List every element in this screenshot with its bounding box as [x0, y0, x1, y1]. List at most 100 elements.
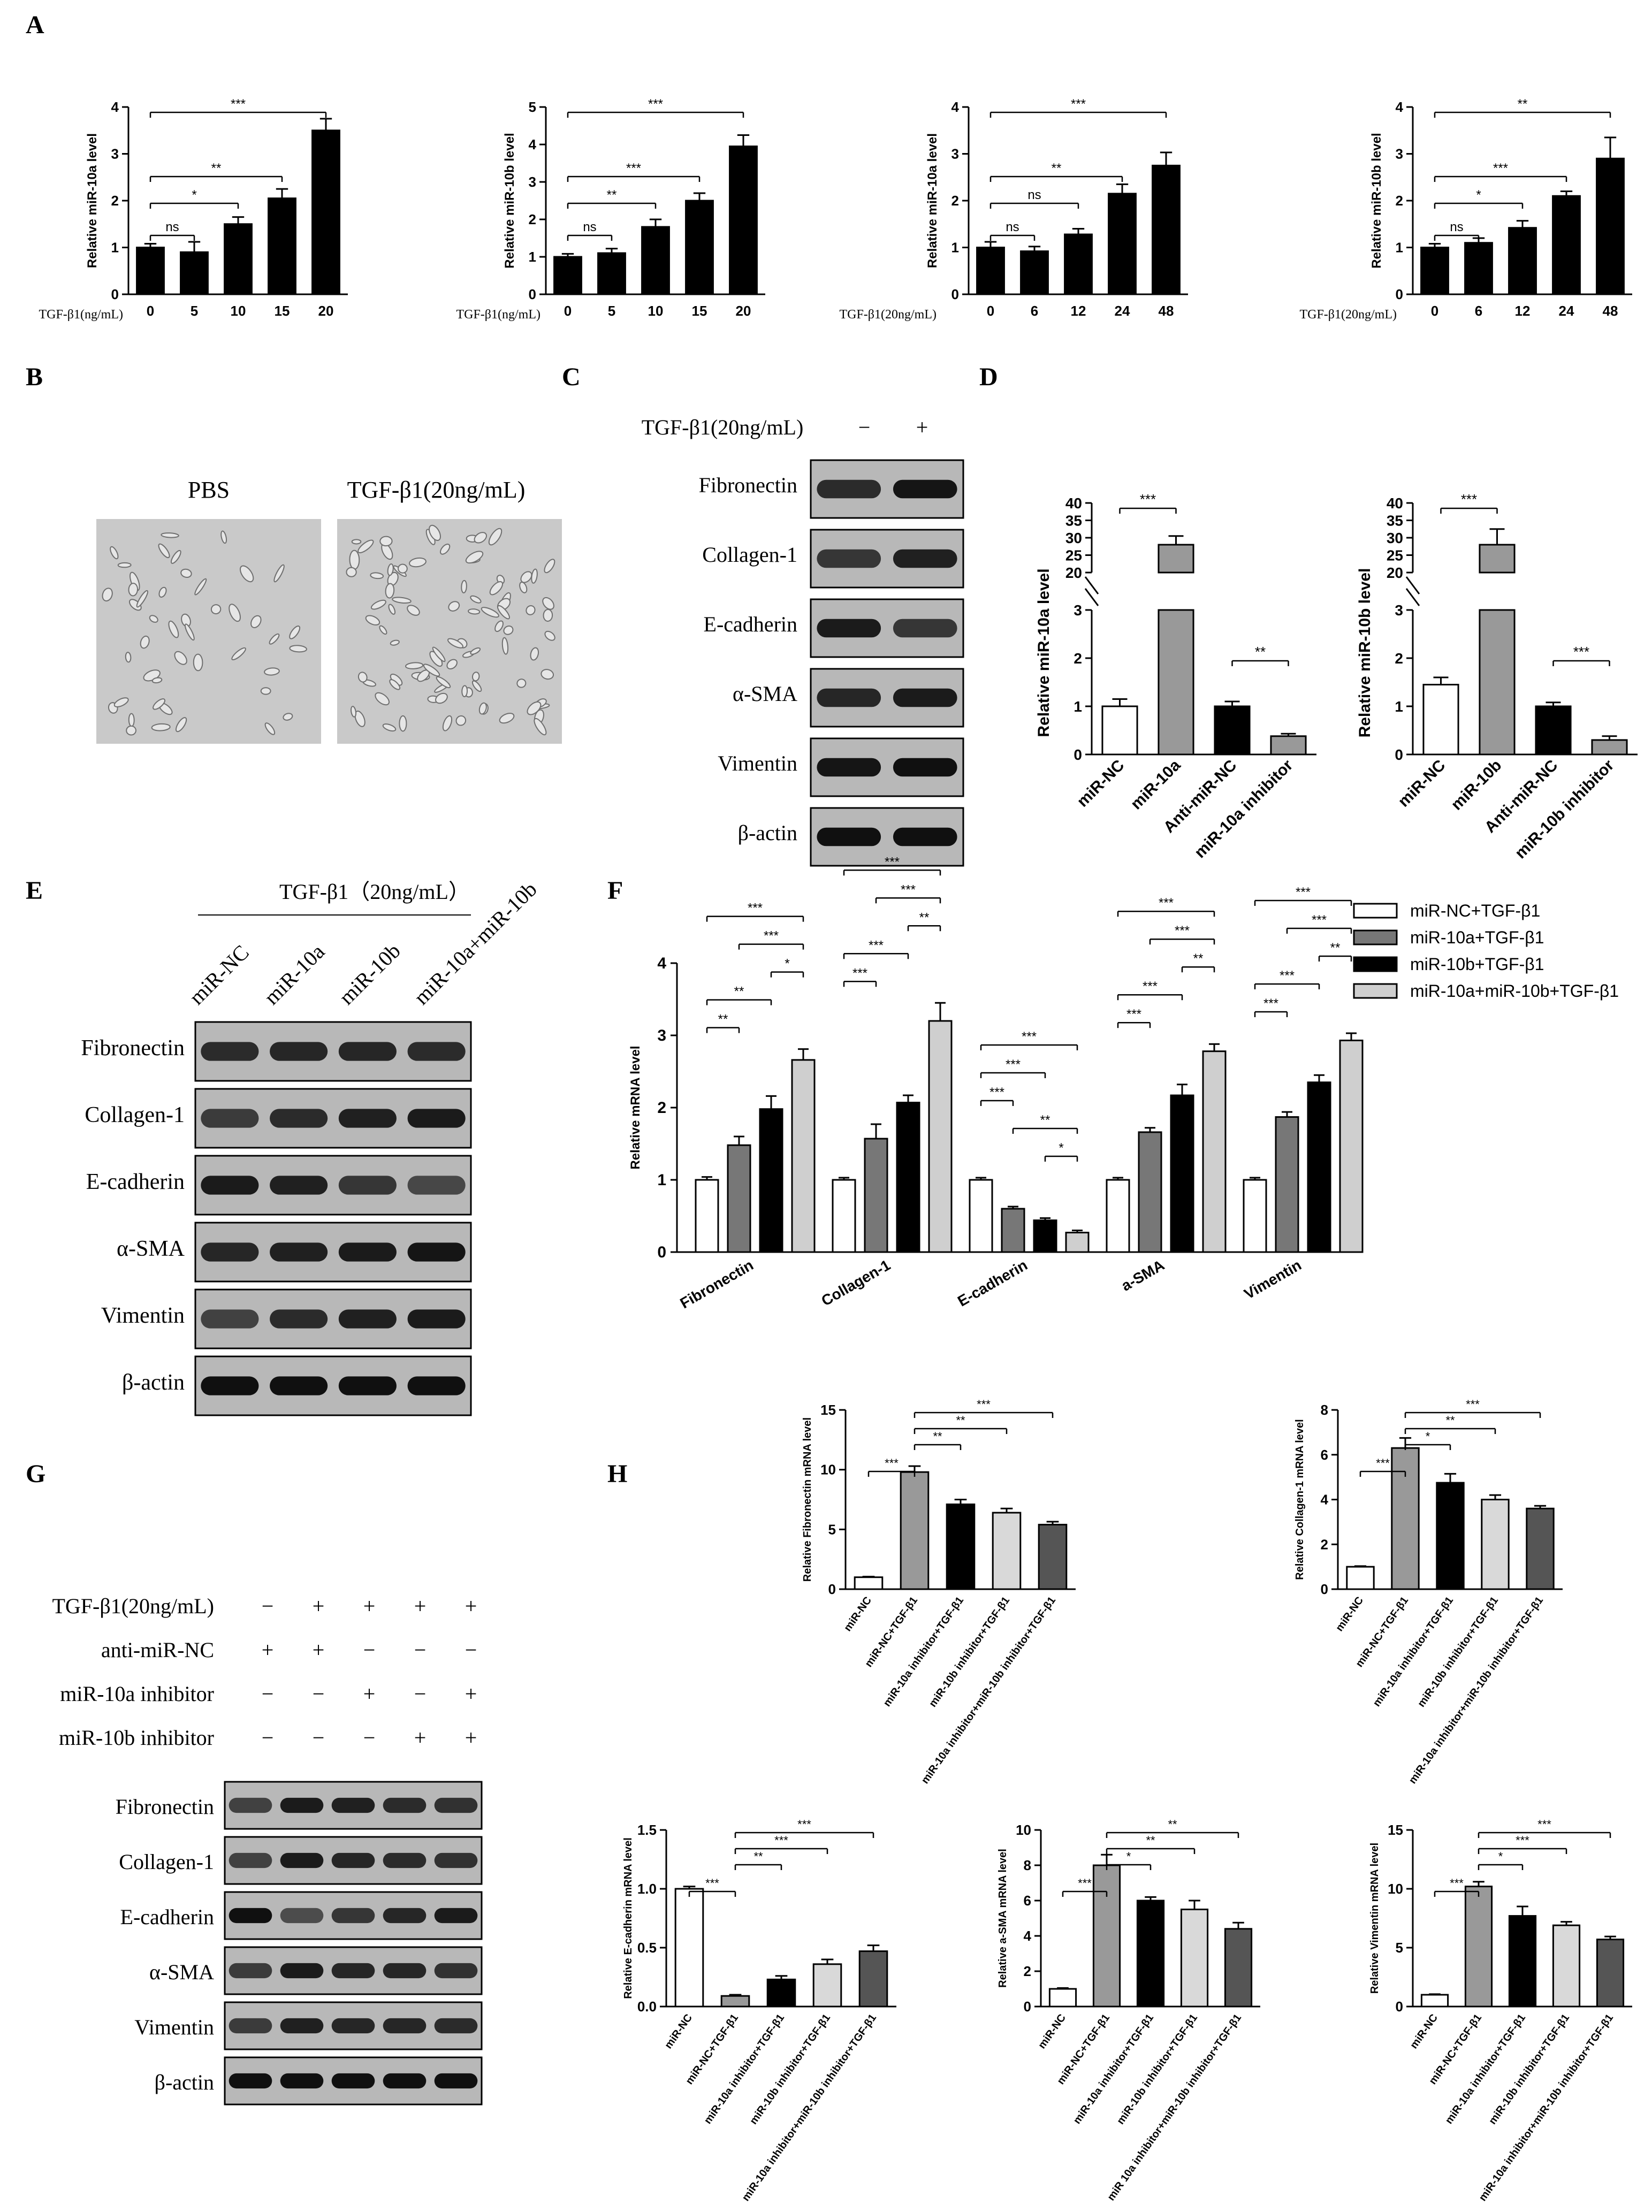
blot-band — [817, 827, 881, 846]
cell — [229, 604, 241, 622]
y-tick-label: 1 — [1396, 240, 1403, 256]
blot-band — [817, 479, 881, 499]
panel-letter-a: A — [26, 11, 44, 39]
y-tick-label: 2 — [1024, 1963, 1031, 1979]
blot-band — [434, 1963, 478, 1979]
significance-label: *** — [901, 882, 916, 897]
significance-label: ns — [1027, 188, 1041, 202]
y-tick-label: 15 — [820, 1402, 836, 1418]
bar — [1339, 1039, 1364, 1253]
category-label: miR-10b inhibitor+TGF-β1 — [927, 1595, 1012, 1709]
y-axis-label: Relative Fibronectin mRNA level — [802, 1417, 813, 1582]
cell — [289, 626, 301, 639]
y-tick-label: 1 — [111, 240, 119, 256]
blot-band — [229, 1908, 272, 1924]
y-tick-label: 0.5 — [637, 1940, 657, 1956]
cell — [446, 659, 458, 670]
category-label: a-SMA — [1118, 1256, 1167, 1294]
cell — [455, 715, 467, 726]
cell — [465, 551, 484, 564]
blot-band — [270, 1042, 328, 1061]
cell — [210, 604, 222, 615]
significance-label: * — [1476, 188, 1481, 202]
blot-band — [338, 1109, 397, 1128]
bar — [992, 1512, 1022, 1590]
panel-letter-d: D — [979, 363, 998, 391]
cell — [544, 630, 555, 641]
y-tick-label: 0 — [1321, 1581, 1328, 1597]
cell — [489, 581, 504, 596]
blot-band — [201, 1242, 259, 1262]
significance-label: *** — [1126, 1007, 1141, 1021]
cell — [194, 578, 207, 596]
treatment-sign: − — [313, 1682, 325, 1706]
treatment-sign: + — [363, 1594, 376, 1618]
bar — [759, 1108, 783, 1253]
category-label: miR-10b — [1448, 757, 1505, 814]
cell — [264, 722, 276, 735]
blot-band — [893, 479, 957, 499]
category-label: miR-10a inhibitor — [1191, 756, 1297, 861]
bar — [1275, 1116, 1299, 1253]
y-tick-label: 4 — [1024, 1928, 1032, 1944]
y-tick-label: 0 — [1396, 1999, 1403, 2015]
cell — [435, 692, 448, 704]
blot-band — [229, 2018, 272, 2034]
bar — [1270, 735, 1307, 756]
significance-label: ** — [753, 1850, 763, 1863]
y-axis-label: Relative miR-10b level — [1369, 133, 1384, 268]
cell — [175, 717, 187, 733]
x-axis-label: TGF-β1(ng/mL) — [39, 308, 123, 322]
plus-sign: + — [916, 415, 928, 439]
legend-swatch — [1353, 929, 1398, 945]
cell — [128, 583, 139, 597]
treatment-sign: + — [262, 1638, 274, 1662]
y-tick-label: 0 — [828, 1581, 836, 1597]
y-tick-label: 4 — [657, 955, 666, 972]
y-axis-label: Relative a-SMA mRNA level — [997, 1849, 1009, 1988]
bar — [1391, 1447, 1420, 1590]
significance-label: *** — [1312, 913, 1327, 927]
cell — [392, 597, 412, 604]
blot-band — [280, 1963, 324, 1979]
y-tick-label: 2 — [657, 1099, 666, 1117]
bar — [1033, 1219, 1057, 1253]
blot-label: Collagen-1 — [119, 1850, 214, 1874]
x-axis-label: TGF-β1(20ng/mL) — [1299, 308, 1397, 322]
cell — [471, 680, 482, 692]
blot-label: Fibronectin — [116, 1795, 214, 1819]
minus-sign: − — [858, 415, 871, 439]
category-label: 12 — [1515, 303, 1531, 319]
y-tick-label: 30 — [1065, 530, 1082, 546]
blot-strip — [194, 1155, 472, 1216]
bar — [1552, 1924, 1581, 2008]
blot-label: α-SMA — [733, 682, 797, 706]
blot-band — [893, 758, 957, 777]
panel-c: TGF-β1(20ng/mL) − + Fibronectin Collagen-1 E-… — [642, 415, 964, 867]
y-tick-label: 0 — [657, 1244, 666, 1261]
bar — [1064, 233, 1093, 295]
significance-label: *** — [1159, 896, 1174, 910]
blot-label: E-cadherin — [704, 612, 797, 636]
blot-band — [201, 1376, 259, 1395]
cell — [387, 563, 394, 576]
y-tick-label: 35 — [1065, 513, 1082, 529]
bar — [1535, 705, 1572, 756]
significance-label: *** — [1175, 924, 1190, 938]
bar — [1420, 1994, 1449, 2008]
y-tick-label: 4 — [951, 99, 960, 115]
significance-label: *** — [1263, 996, 1278, 1011]
treatment-sign: − — [262, 1682, 274, 1706]
cell — [474, 532, 487, 544]
cell — [184, 623, 195, 641]
blot-label: Collagen-1 — [702, 543, 797, 567]
bar — [1106, 1179, 1130, 1253]
cell — [158, 586, 167, 598]
bar — [729, 146, 758, 295]
bar — [685, 200, 714, 295]
significance-label: ** — [1193, 951, 1204, 966]
significance-label: *** — [1537, 1818, 1551, 1831]
panel-letter-b: B — [26, 363, 43, 391]
cell — [357, 539, 374, 553]
category-label: Fibronectin — [677, 1256, 756, 1311]
